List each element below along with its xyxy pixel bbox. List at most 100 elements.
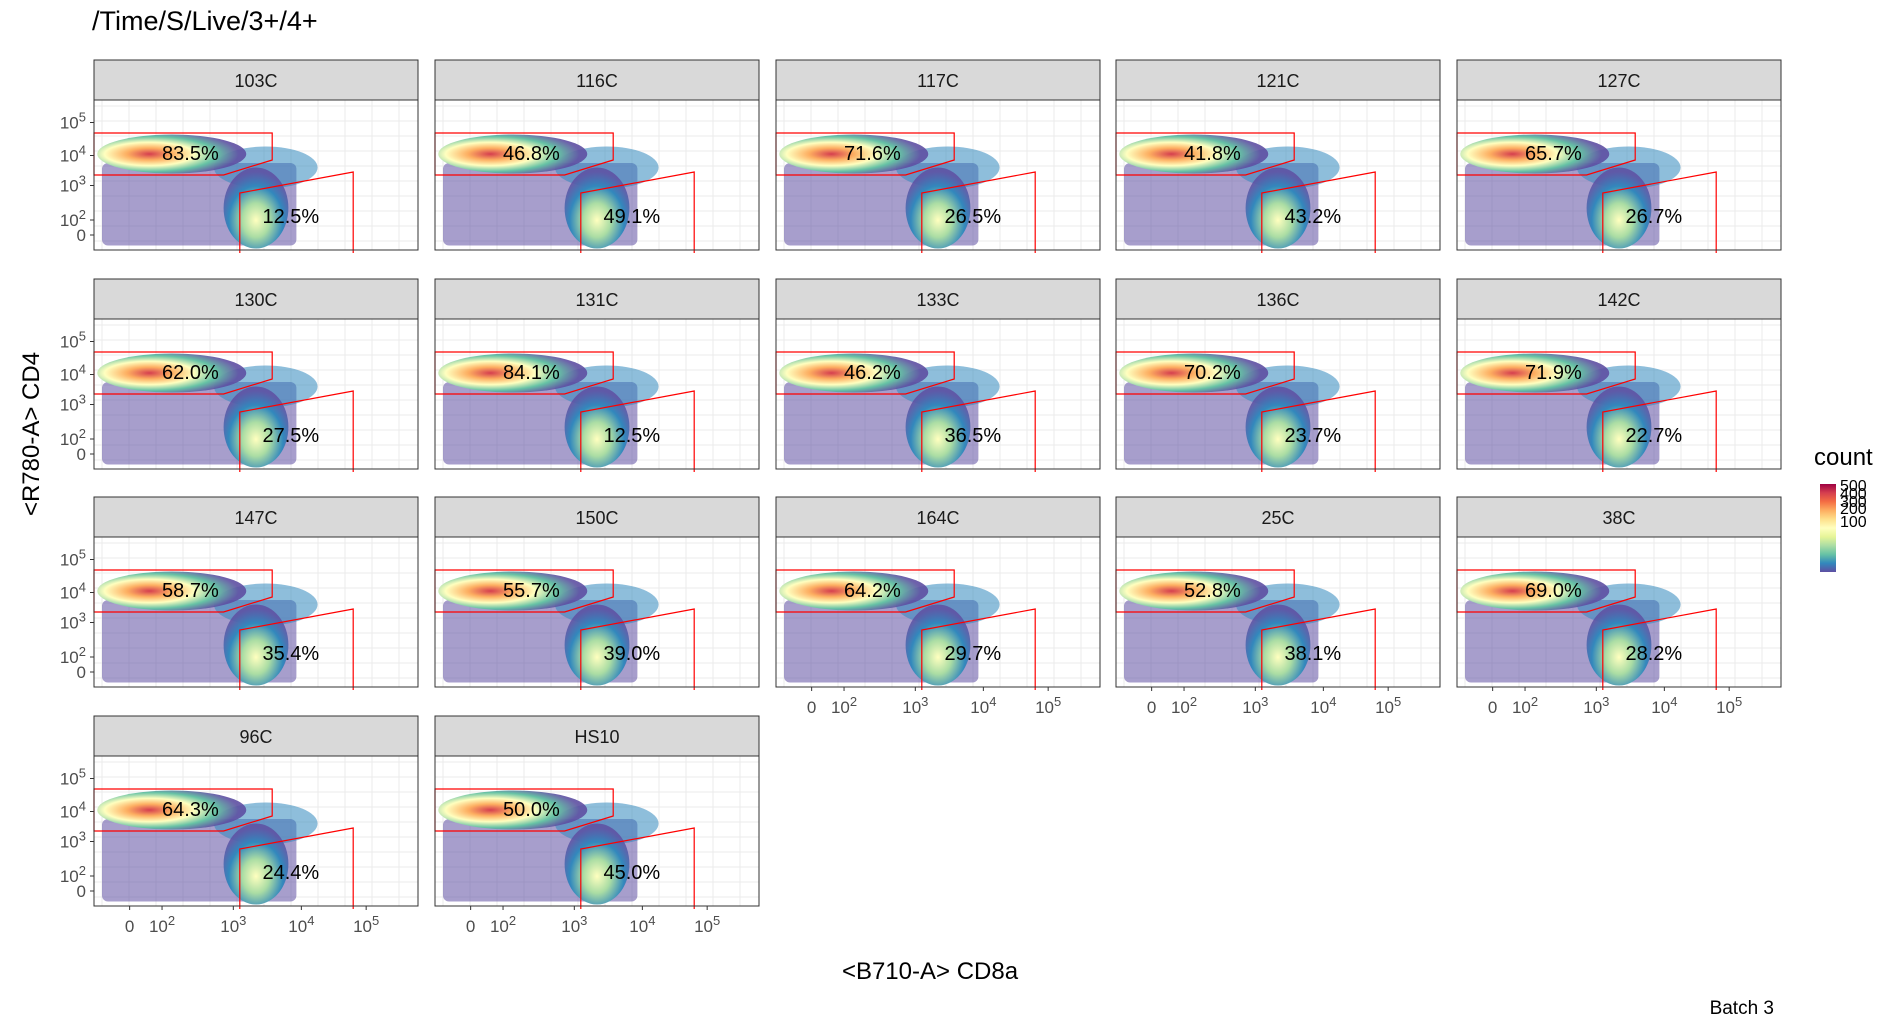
cd8-gate-percent: 27.5%: [262, 425, 319, 447]
x-tick-label: 105: [694, 913, 720, 936]
legend-label: 300: [1840, 494, 1867, 512]
cd8-gate: [921, 171, 1036, 253]
x-tick-label: 105: [353, 913, 379, 936]
facet-strip: [775, 496, 1101, 538]
cd8-gate-percent: 43.2%: [1284, 206, 1341, 228]
cd4-population: [97, 571, 247, 611]
x-tick-label: 105: [1716, 694, 1742, 717]
legend-label: 200: [1840, 501, 1867, 519]
cd4-population: [97, 790, 247, 830]
cd4-population: [97, 353, 247, 393]
panel-border: [93, 99, 419, 251]
cd4-population: [1460, 353, 1610, 393]
facet-strip-label: 133C: [916, 290, 959, 310]
y-tick-label: 0: [77, 663, 86, 682]
facet-strip: [434, 278, 760, 320]
cd8-gate-percent: 26.5%: [944, 206, 1001, 228]
cd8-gate: [239, 171, 354, 253]
panel-border: [1456, 536, 1782, 688]
cd4-population: [438, 790, 588, 830]
cd4-gate-percent: 46.8%: [503, 143, 560, 165]
panel-border: [434, 536, 760, 688]
legend-label: 400: [1840, 486, 1867, 504]
cd4-population: [438, 571, 588, 611]
cd4-gate-percent: 64.3%: [162, 799, 219, 821]
x-axis-title: <B710-A> CD8a: [841, 958, 1019, 985]
caption: Batch 3: [1709, 998, 1774, 1019]
facet-strip: [1456, 278, 1782, 320]
cd4-gate-percent: 50.0%: [503, 799, 560, 821]
y-tick-label: 0: [77, 882, 86, 901]
facet-strip: [93, 496, 419, 538]
facet-panel: 117C 71.6% 26.5%: [775, 59, 1101, 253]
x-tick-label: 104: [629, 913, 655, 936]
panel-border: [1456, 99, 1782, 251]
x-tick-label: 103: [1242, 694, 1268, 717]
panel-border: [1115, 99, 1441, 251]
facet-panel: 116C 46.8% 49.1%: [434, 59, 760, 253]
x-tick-label: 0: [466, 917, 475, 936]
facet-strip-label: 116C: [576, 71, 618, 91]
facet-strip-label: 96C: [239, 727, 272, 747]
x-tick-label: 103: [220, 913, 246, 936]
cd8-gate: [580, 390, 695, 472]
x-tick-label: 0: [1488, 698, 1497, 717]
y-tick-label: 102: [60, 863, 86, 886]
x-tick-label: 105: [1375, 694, 1401, 717]
cd8-gate-percent: 38.1%: [1284, 643, 1341, 665]
x-tick-label: 102: [1171, 694, 1197, 717]
cd8-gate: [1261, 390, 1376, 472]
panel-border: [434, 755, 760, 907]
panel-border: [1115, 318, 1441, 470]
cd4-population: [438, 353, 588, 393]
cd8-gate: [239, 608, 354, 690]
facet-panel: 38C 69.0% 28.2%: [1456, 496, 1782, 690]
panel-border: [1456, 318, 1782, 470]
y-tick-label: 104: [60, 799, 86, 822]
y-tick-label: 0: [77, 226, 86, 245]
y-tick-label: 105: [60, 766, 86, 789]
facet-strip-label: 38C: [1602, 508, 1635, 528]
x-tick-label: 102: [149, 913, 175, 936]
x-tick-label: 102: [1512, 694, 1538, 717]
x-tick-label: 102: [831, 694, 857, 717]
panel-border: [93, 755, 419, 907]
facet-strip: [434, 715, 760, 757]
cd8-gate: [921, 390, 1036, 472]
facet-strip: [434, 59, 760, 101]
cd4-population: [779, 571, 929, 611]
x-tick-label: 104: [1310, 694, 1336, 717]
facet-strip: [775, 59, 1101, 101]
cd8-gate: [239, 390, 354, 472]
facet-strip: [775, 278, 1101, 320]
cd4-gate-percent: 84.1%: [503, 362, 560, 384]
cd8-gate: [1261, 608, 1376, 690]
cd8-gate: [580, 608, 695, 690]
facet-strip-label: 147C: [234, 508, 277, 528]
x-tick-label: 0: [1147, 698, 1156, 717]
cd8-gate-percent: 35.4%: [262, 643, 319, 665]
facet-panel: 164C 64.2% 29.7%: [775, 496, 1101, 690]
cd8-gate: [580, 827, 695, 909]
cd4-population: [1119, 134, 1269, 174]
x-tick-label: 0: [807, 698, 816, 717]
facet-strip-label: HS10: [574, 727, 619, 747]
y-tick-label: 103: [60, 392, 86, 415]
cd4-gate-percent: 46.2%: [844, 362, 901, 384]
cd4-gate-percent: 83.5%: [162, 143, 219, 165]
panel-border: [775, 536, 1101, 688]
facet-panel: 25C 52.8% 38.1%: [1115, 496, 1441, 690]
x-tick-label: 103: [1583, 694, 1609, 717]
cd8-gate-percent: 29.7%: [944, 643, 1001, 665]
y-tick-label: 0: [77, 445, 86, 464]
cd4-population: [97, 134, 247, 174]
y-tick-label: 102: [60, 644, 86, 667]
panel-border: [434, 99, 760, 251]
cd8-gate-percent: 23.7%: [1284, 425, 1341, 447]
cd4-gate-percent: 71.6%: [844, 143, 901, 165]
